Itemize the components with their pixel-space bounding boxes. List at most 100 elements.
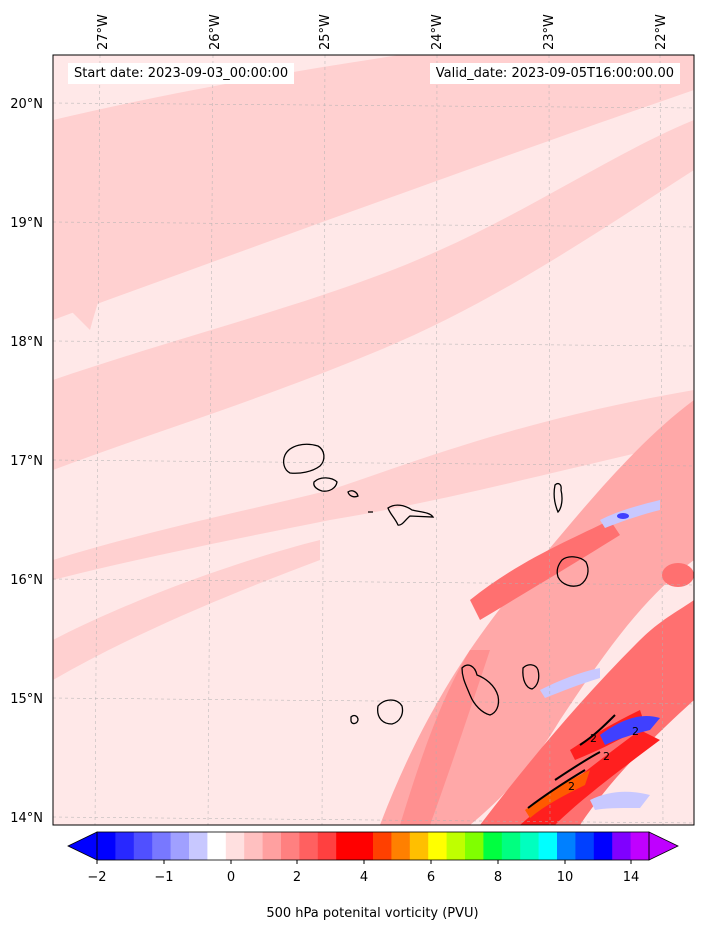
meridian-22w xyxy=(659,55,664,825)
contour-2pvu-1 xyxy=(579,714,616,746)
colorbar-swatch xyxy=(630,832,650,860)
colorbar-swatch xyxy=(281,832,300,860)
contour-lines xyxy=(527,714,616,809)
colorbar-swatch xyxy=(446,832,466,860)
valid-date-label: Valid_date: 2023-09-05T16:00:00.00 xyxy=(429,63,680,84)
lon-label-24w: 24°W xyxy=(430,14,445,50)
pv-band-light-5 xyxy=(60,90,230,330)
cb-tick-8: 14 xyxy=(622,870,640,885)
colorbar-swatch xyxy=(373,832,392,860)
graticule xyxy=(53,55,694,825)
lon-label-25w: 25°W xyxy=(318,14,333,50)
island-fogo xyxy=(377,699,404,725)
contour-label: 2 xyxy=(568,780,575,793)
island-sao-vicente xyxy=(313,477,338,492)
colorbar xyxy=(67,831,679,864)
island-santiago xyxy=(461,664,500,716)
cb-tick-5: 6 xyxy=(426,870,436,885)
parallel-20n xyxy=(53,102,694,109)
lon-label-26w: 26°W xyxy=(208,14,223,50)
colorbar-swatch xyxy=(152,832,172,860)
cb-tick-3: 2 xyxy=(292,870,302,885)
meridian-24w xyxy=(435,55,438,825)
lat-label-19n: 19°N xyxy=(10,216,43,231)
pv-negative-4 xyxy=(600,500,660,528)
colorbar-swatch xyxy=(612,832,632,860)
pv-negative-3 xyxy=(540,668,600,698)
contour-2pvu-3 xyxy=(554,751,601,781)
meridian-27w xyxy=(94,55,101,825)
start-date-label: Start date: 2023-09-03_00:00:00 xyxy=(68,63,295,84)
contour-label: 2 xyxy=(603,750,610,763)
lon-label-22w: 22°W xyxy=(654,14,669,50)
pv-band-light-4 xyxy=(53,540,320,680)
pv-band-strong xyxy=(480,600,694,825)
colorbar-swatch xyxy=(465,832,484,860)
island-brava xyxy=(350,714,359,725)
colorbar-swatch xyxy=(317,832,337,860)
parallel-16n xyxy=(53,578,694,586)
meridian-26w xyxy=(207,55,214,825)
cb-tick-2: 0 xyxy=(226,870,236,885)
lat-label-17n: 17°N xyxy=(10,454,43,469)
colorbar-swatch xyxy=(115,832,135,860)
colorbar-swatch xyxy=(133,832,153,860)
lon-label-27w: 27°W xyxy=(96,14,111,50)
island-boa-vista xyxy=(556,556,589,587)
colorbar-swatch xyxy=(97,832,116,860)
island-sao-nicolau xyxy=(368,504,435,526)
pv-field xyxy=(53,55,694,825)
island-maio xyxy=(522,664,540,690)
colorbar-swatch xyxy=(557,832,576,860)
parallel-18n xyxy=(53,340,694,347)
pv-negative-1 xyxy=(600,715,660,745)
island-santo-antao xyxy=(283,443,325,474)
pv-band-light-1 xyxy=(53,55,694,320)
colorbar-label: 500 hPa potenital vorticity (PVU) xyxy=(266,906,479,921)
colorbar-swatch xyxy=(428,832,448,860)
colorbar-swatch xyxy=(483,832,503,860)
colorbar-swatch xyxy=(520,832,540,860)
colorbar-swatch xyxy=(354,832,374,860)
lon-label-23w: 23°W xyxy=(542,14,557,50)
pv-core-orange xyxy=(525,770,590,818)
island-santa-luzia xyxy=(347,490,359,498)
colorbar-swatch xyxy=(225,832,245,860)
colorbar-frame xyxy=(96,831,650,861)
pv-band-light-2 xyxy=(53,120,694,470)
pv-band-strong-2 xyxy=(470,520,620,620)
cb-tick-7: 10 xyxy=(556,870,574,885)
pv-core-max xyxy=(520,730,660,825)
cb-tick-1: −1 xyxy=(154,870,174,885)
coastlines xyxy=(283,443,589,725)
pv-band-medium-2 xyxy=(400,650,490,825)
parallel-19n xyxy=(53,221,694,228)
contour-label: 2 xyxy=(632,725,639,738)
pv-negative-2 xyxy=(590,791,650,810)
lat-label-15n: 15°N xyxy=(10,692,43,707)
colorbar-swatch xyxy=(538,832,558,860)
colorbar-swatch xyxy=(336,832,356,860)
meridian-25w xyxy=(321,55,326,825)
lat-label-18n: 18°N xyxy=(10,335,43,350)
colorbar-under-arrow xyxy=(67,831,98,861)
lat-label-20n: 20°N xyxy=(10,97,43,112)
colorbar-swatch xyxy=(501,832,521,860)
colorbar-swatch xyxy=(189,832,208,860)
lat-label-14n: 14°N xyxy=(10,811,43,826)
map-frame xyxy=(52,54,695,826)
parallel-14n xyxy=(53,816,694,824)
pv-band-light-3 xyxy=(53,390,694,580)
pv-negative-6 xyxy=(662,563,694,587)
colorbar-swatch xyxy=(593,832,613,860)
contour-2pvu-2 xyxy=(527,769,586,809)
colorbar-swatch xyxy=(299,832,319,860)
colorbar-swatch xyxy=(262,832,282,860)
island-sal xyxy=(553,483,563,514)
colorbar-swatch xyxy=(575,832,595,860)
pv-negative-5 xyxy=(617,513,629,519)
colorbar-swatch xyxy=(170,832,190,860)
meridian-23w xyxy=(548,55,551,825)
colorbar-swatch xyxy=(207,832,227,860)
